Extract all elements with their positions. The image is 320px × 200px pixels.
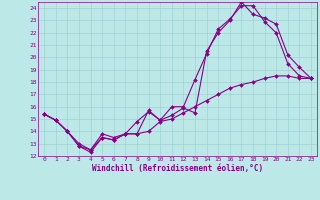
X-axis label: Windchill (Refroidissement éolien,°C): Windchill (Refroidissement éolien,°C) — [92, 164, 263, 173]
